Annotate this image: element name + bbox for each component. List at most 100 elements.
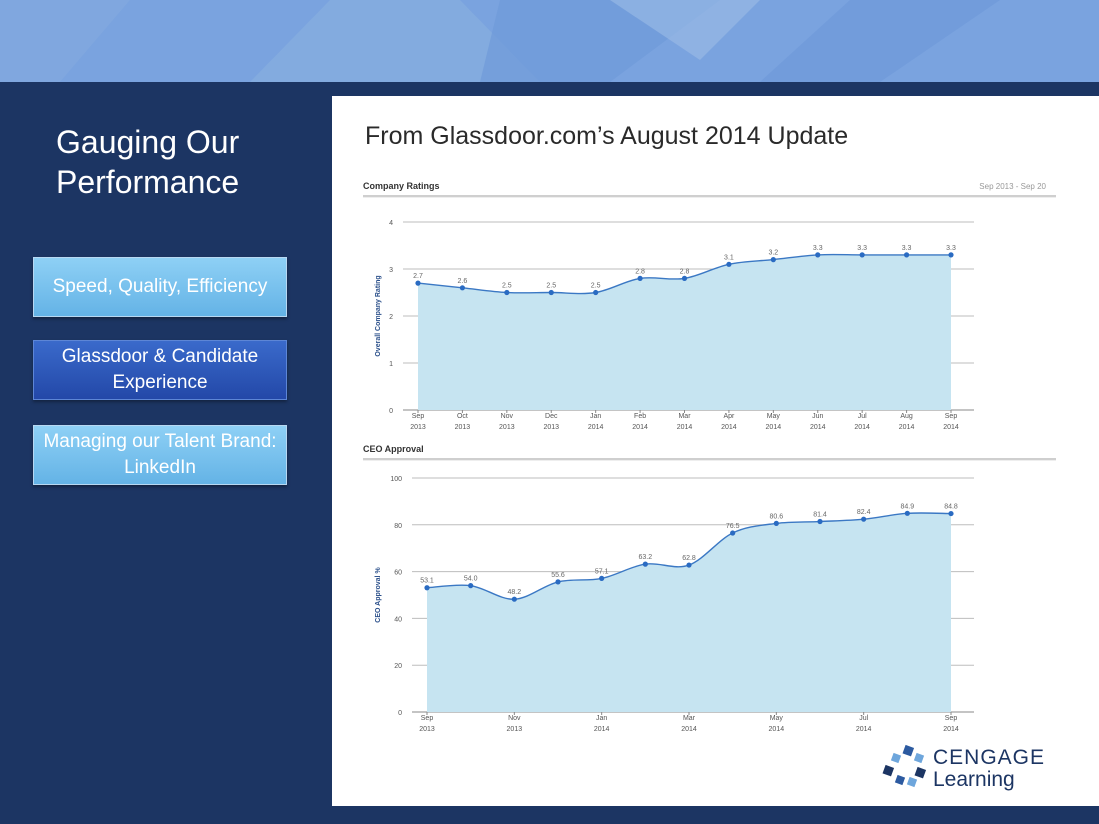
ratings-value-label: 2.6 (458, 278, 468, 285)
ratings-y-axis-label: Overall Company Rating (375, 275, 382, 356)
ratings-data-point (415, 280, 421, 286)
ceo-value-label: 82.4 (857, 509, 871, 516)
ratings-x-tick-label-month: Jun (812, 413, 823, 420)
ceo-x-tick-label-month: Sep (421, 715, 434, 722)
ceo-value-label: 54.0 (464, 576, 478, 583)
ceo-x-tick-label-year: 2014 (594, 726, 610, 733)
ratings-value-label: 3.3 (902, 245, 912, 252)
banner-decoration (0, 0, 1000, 82)
ratings-date-range: Sep 2013 - Sep 20 (979, 182, 1046, 191)
ratings-x-tick-label-year: 2013 (455, 424, 471, 431)
ceo-x-tick-label-year: 2014 (856, 726, 872, 733)
ratings-x-tick-label-year: 2014 (721, 424, 737, 431)
ceo-value-label: 63.2 (639, 554, 653, 561)
ceo-data-point (904, 510, 910, 516)
ratings-value-label: 3.3 (946, 245, 956, 252)
ceo-data-point (817, 518, 823, 525)
ceo-value-label: 84.8 (944, 504, 958, 511)
ceo-approval-chart: 0 20 40 60 80 100 CEO Approval % 53.1 54.0 48.2 55… (375, 476, 974, 733)
ceo-value-label: 81.4 (813, 512, 827, 519)
ratings-x-tick-label-month: Oct (457, 413, 468, 420)
ceo-x-tick-label-year: 2014 (769, 726, 785, 733)
ratings-x-tick-label-year: 2014 (766, 424, 782, 431)
ceo-value-label: 57.1 (595, 568, 609, 575)
nav-button-speed-quality[interactable]: Speed, Quality, Efficiency (33, 257, 287, 317)
logo-wordmark-bottom: Learning (933, 768, 1015, 791)
ceo-data-point (948, 510, 954, 517)
ceo-value-label: 62.8 (682, 555, 696, 562)
ceo-data-point (730, 530, 736, 536)
ceo-value-label: 76.5 (726, 523, 740, 530)
ceo-value-label: 53.1 (420, 578, 434, 585)
ratings-x-tick-label-month: Sep (945, 413, 958, 420)
ratings-value-label: 3.2 (768, 250, 778, 257)
ratings-x-tick-label-year: 2013 (410, 424, 426, 431)
ratings-data-point (726, 261, 732, 267)
ratings-x-tick-label-month: Feb (634, 413, 646, 420)
ratings-x-tick-label-year: 2014 (854, 424, 870, 431)
ratings-data-point (903, 252, 910, 258)
ratings-x-tick-label-month: Mar (678, 413, 691, 420)
ceo-x-tick-label-month: Jul (859, 715, 868, 722)
ceo-x-tick-label-year: 2014 (681, 726, 697, 733)
ceo-y-tick-label: 100 (390, 476, 402, 483)
ratings-data-point (548, 289, 554, 296)
ratings-y-tick-label: 3 (389, 267, 393, 274)
ceo-y-tick-label: 20 (394, 663, 402, 670)
ceo-data-point (424, 585, 430, 591)
ratings-data-point (681, 275, 688, 281)
ceo-data-point (861, 516, 867, 522)
ceo-y-tick-label: 0 (398, 710, 402, 717)
ceo-value-label: 80.6 (770, 513, 784, 520)
ceo-y-tick-label: 40 (394, 616, 402, 623)
ceo-x-tick-label-month: Sep (945, 715, 958, 722)
ratings-y-tick-label: 1 (389, 361, 393, 368)
ratings-data-point (459, 285, 466, 291)
ratings-x-tick-label-month: Nov (501, 413, 514, 420)
ratings-value-label: 2.7 (413, 273, 423, 280)
slide-title: Gauging Our Performance (56, 124, 240, 200)
nav-button-glassdoor[interactable]: Glassdoor & Candidate Experience (33, 340, 287, 400)
ratings-data-point (504, 289, 510, 296)
ceo-data-point (686, 562, 692, 568)
panel-title: From Glassdoor.com’s August 2014 Update (365, 122, 849, 150)
ceo-area-fill (427, 512, 951, 712)
ratings-x-tick-label-month: Sep (412, 413, 425, 420)
ceo-value-label: 48.2 (508, 589, 522, 596)
ratings-x-tick-label-year: 2014 (677, 424, 693, 431)
ratings-x-tick-label-year: 2014 (588, 424, 604, 431)
ratings-data-point (815, 252, 821, 258)
ceo-chart-header: CEO Approval (363, 444, 1056, 461)
ceo-x-tick-label-year: 2013 (419, 726, 435, 733)
ratings-x-tick-label-month: May (767, 413, 781, 420)
ceo-x-tick-label-month: Mar (683, 715, 696, 722)
ratings-x-tick-label-year: 2013 (499, 424, 515, 431)
content-panel: From Glassdoor.com’s August 2014 Update … (332, 96, 1099, 806)
ratings-value-label: 2.8 (680, 268, 690, 275)
ceo-x-tick-label-year: 2014 (943, 726, 959, 733)
ratings-x-tick-label-month: Jan (590, 413, 601, 420)
ceo-header-rule (363, 458, 1056, 461)
ceo-y-tick-label: 80 (394, 523, 402, 530)
ratings-data-point (593, 289, 599, 296)
ceo-x-tick-label-month: Jan (596, 715, 607, 722)
ratings-value-label: 2.5 (502, 283, 512, 290)
ratings-value-label: 3.3 (857, 245, 867, 252)
ratings-value-label: 3.1 (724, 254, 734, 261)
ratings-value-label: 3.3 (813, 245, 823, 252)
ceo-x-tick-label-year: 2013 (507, 726, 523, 733)
ceo-data-point (599, 575, 605, 581)
ratings-x-tick-label-year: 2014 (943, 424, 959, 431)
ratings-x-tick-label-year: 2013 (543, 424, 559, 431)
ratings-x-tick-label-month: Apr (723, 413, 735, 420)
ceo-y-axis-label: CEO Approval % (375, 567, 382, 623)
ratings-chart-header: Company Ratings Sep 2013 - Sep 20 (363, 181, 1056, 198)
ceo-data-point (468, 583, 474, 589)
nav-button-linkedin[interactable]: Managing our Talent Brand: LinkedIn (33, 425, 287, 485)
ratings-x-tick-label-year: 2014 (810, 424, 826, 431)
ratings-header-rule (363, 195, 1056, 198)
ceo-y-tick-label: 60 (394, 570, 402, 577)
ratings-chart-title: Company Ratings (363, 181, 440, 191)
ceo-data-point (555, 579, 561, 585)
ratings-x-tick-label-month: Jul (858, 413, 867, 420)
